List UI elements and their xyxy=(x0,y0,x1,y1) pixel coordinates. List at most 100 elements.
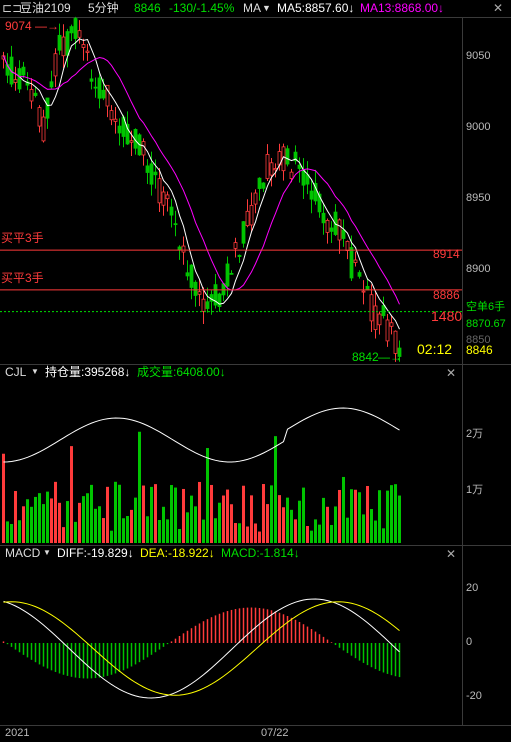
volume-bar xyxy=(210,484,213,543)
candle xyxy=(73,18,78,39)
price-tick-8950: 8950 xyxy=(466,192,491,204)
volume-bar xyxy=(34,496,37,543)
volume-bar xyxy=(386,490,389,543)
quote-header: ⊏⊐ 豆油2109 5分钟 8846 -130/-1.45% MA ▼ MA5:… xyxy=(0,0,511,17)
indicator-selector[interactable]: MA xyxy=(243,1,261,15)
candle xyxy=(269,162,274,176)
candle xyxy=(13,79,18,83)
macd-tick-0: 0 xyxy=(466,636,473,648)
volume-bar xyxy=(82,496,85,543)
candle xyxy=(25,81,30,86)
candle xyxy=(253,192,258,205)
candle xyxy=(337,219,342,241)
volume-bar xyxy=(302,487,305,543)
price-tick-9050: 9050 xyxy=(466,50,491,62)
candle xyxy=(249,204,254,226)
menu-icon[interactable]: ⊏⊐ xyxy=(2,1,23,15)
volume-bar xyxy=(258,531,261,543)
candle xyxy=(129,140,134,143)
close-icon[interactable]: ✕ xyxy=(493,1,504,15)
volume-bar xyxy=(310,530,313,543)
close-order-label-2[interactable]: 买平3手 xyxy=(1,271,44,285)
candle xyxy=(157,178,162,204)
price-tick-8900: 8900 xyxy=(466,263,491,275)
volume-bar xyxy=(274,436,277,543)
volume-bar xyxy=(6,521,9,543)
candle xyxy=(301,169,306,186)
candle xyxy=(61,36,66,57)
close-order-label-1[interactable]: 买平3手 xyxy=(1,231,44,245)
candle xyxy=(385,319,390,342)
volume-bar xyxy=(298,500,301,543)
volume-bar xyxy=(390,485,393,543)
candle xyxy=(57,34,62,51)
volume-close-icon[interactable]: ✕ xyxy=(446,366,457,380)
volume-bar xyxy=(338,489,341,543)
volume-bar xyxy=(18,520,21,543)
volume-bar xyxy=(118,484,121,543)
period-selector[interactable]: 5分钟 xyxy=(88,1,119,15)
candle xyxy=(205,301,210,309)
candle xyxy=(189,264,194,288)
candle xyxy=(389,322,394,327)
macd-indicator-name[interactable]: MACD xyxy=(5,546,41,560)
volume-bar xyxy=(246,526,249,543)
volume-bar xyxy=(306,526,309,543)
candle xyxy=(381,305,386,317)
volume-bar xyxy=(250,495,253,543)
volume-bar xyxy=(354,489,357,543)
candle xyxy=(185,272,190,277)
volume-bar xyxy=(182,488,185,543)
price-tick-9000: 9000 xyxy=(466,121,491,133)
volume-bar xyxy=(30,506,33,543)
candle xyxy=(93,86,98,89)
macd-tick-neg20: -20 xyxy=(466,690,482,702)
volume-dropdown-icon[interactable]: ▼ xyxy=(31,367,39,376)
candle xyxy=(89,78,94,82)
volume-bar xyxy=(178,528,181,543)
candle xyxy=(341,229,346,239)
volume-bar xyxy=(102,518,105,543)
candle xyxy=(285,148,290,165)
volume-bar xyxy=(134,497,137,543)
last-price: 8846 xyxy=(134,1,161,15)
ma13-line xyxy=(3,55,400,305)
candle xyxy=(161,191,166,206)
macd-close-icon[interactable]: ✕ xyxy=(446,547,457,561)
candle xyxy=(81,44,86,48)
volume-bar xyxy=(50,498,53,543)
candle xyxy=(33,92,38,96)
candle xyxy=(257,177,262,189)
candle xyxy=(349,247,354,279)
volume-bar xyxy=(138,431,141,543)
candle xyxy=(237,254,242,258)
candle xyxy=(181,245,186,253)
volume-bar xyxy=(294,519,297,543)
candle xyxy=(85,50,90,53)
volume-bar xyxy=(334,506,337,543)
high-price-marker: 9074 xyxy=(5,19,32,33)
symbol-name[interactable]: 豆油2109 xyxy=(20,1,71,15)
volume-bar xyxy=(186,512,189,543)
candle xyxy=(177,246,182,251)
price-change: -130/-1.45% xyxy=(169,1,235,15)
volume-bar xyxy=(202,519,205,543)
volume-indicator-name[interactable]: CJL xyxy=(5,365,27,379)
candle xyxy=(313,182,318,202)
volume-bar xyxy=(38,493,41,543)
indicator-dropdown-icon[interactable]: ▼ xyxy=(262,3,271,13)
volume-bar xyxy=(58,502,61,543)
volume-bar xyxy=(170,485,173,543)
volume-bar xyxy=(190,495,193,543)
volume-bar xyxy=(14,491,17,543)
candle xyxy=(213,284,218,306)
macd-dropdown-icon[interactable]: ▼ xyxy=(43,548,51,557)
candle xyxy=(117,125,122,134)
candle xyxy=(225,263,230,287)
volume-bar xyxy=(98,506,101,543)
candle xyxy=(373,305,378,331)
candle xyxy=(105,84,110,107)
volume-bar xyxy=(270,485,273,543)
candle xyxy=(309,190,314,200)
